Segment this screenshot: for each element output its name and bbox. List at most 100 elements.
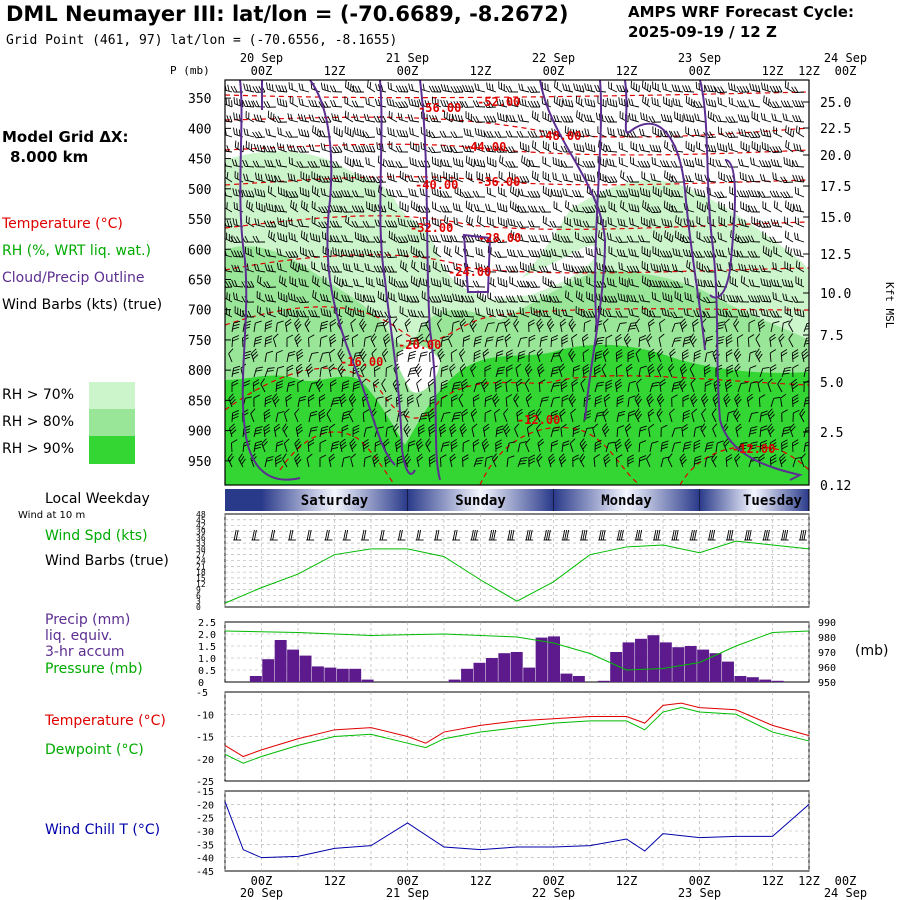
wind-barb xyxy=(363,144,376,153)
wind-barb xyxy=(315,378,324,393)
wind-barb xyxy=(538,205,552,213)
wind-barb xyxy=(604,295,618,303)
bottom-date-tick-label: 21 Sep xyxy=(386,886,429,900)
wind-barb xyxy=(542,215,552,228)
wind-barb xyxy=(492,393,500,408)
wind-barb xyxy=(330,99,343,108)
wind-barb xyxy=(683,308,695,318)
wind-barb xyxy=(517,457,528,468)
wind-barb xyxy=(681,423,689,438)
height-tick-label: 15.0 xyxy=(820,211,851,226)
wind-barb xyxy=(751,111,761,123)
wind-barb xyxy=(387,172,398,183)
surface-barb-flag xyxy=(474,529,478,541)
surface-barb-flag xyxy=(416,529,420,541)
wind-barb xyxy=(308,334,315,348)
bottom-date-tick-label: 23 Sep xyxy=(678,886,721,900)
wind-barb xyxy=(670,281,684,289)
wind-barb xyxy=(300,230,310,243)
wind-barb xyxy=(618,141,629,153)
wind-barb xyxy=(574,231,585,243)
wind-barb xyxy=(649,144,662,153)
wind-barb xyxy=(370,333,377,348)
wind-barb xyxy=(485,203,497,213)
wind-barb xyxy=(461,295,475,303)
wind-barb xyxy=(443,110,453,123)
wind-barb xyxy=(308,99,321,108)
wind-barb xyxy=(628,112,640,123)
wind-barb xyxy=(231,264,244,273)
wind-barb xyxy=(749,83,761,93)
wind-barb xyxy=(724,378,733,393)
wind-barb xyxy=(264,350,274,363)
wind-barb xyxy=(740,141,750,153)
wind-barb xyxy=(696,141,706,153)
wind-barb xyxy=(625,363,633,378)
wind-barb xyxy=(298,278,310,288)
wind-barb xyxy=(770,321,780,333)
wind-barb xyxy=(711,453,718,468)
surface-barb-flag xyxy=(600,529,604,541)
wind-barb xyxy=(524,363,533,378)
surface-barb-flag xyxy=(399,529,403,541)
wind-barb xyxy=(288,156,299,168)
wind-speed-line xyxy=(224,540,810,604)
wind-barb xyxy=(579,438,588,453)
wind-barb xyxy=(326,408,332,423)
wind-barb xyxy=(740,275,750,288)
pressure-tick-label: 650 xyxy=(188,273,211,288)
wind-barb xyxy=(319,439,327,453)
surface-barb-flag xyxy=(308,529,312,541)
wind-barb xyxy=(494,236,508,243)
wind-barb xyxy=(648,116,662,123)
wind-barb xyxy=(444,215,453,228)
wind-barb xyxy=(539,309,552,318)
wind-barb xyxy=(465,200,475,213)
weekday-label: Sunday xyxy=(455,493,506,509)
wind-barb xyxy=(374,321,385,333)
wind-barb xyxy=(791,349,799,363)
wind-barb xyxy=(538,265,552,273)
wind-barb xyxy=(605,334,613,348)
wind-barb xyxy=(780,393,787,408)
wind-barb xyxy=(459,423,467,438)
surface-barb-flag xyxy=(566,529,570,541)
wind-barb xyxy=(266,82,277,93)
wind-barb xyxy=(298,83,310,93)
surface-barb-flag xyxy=(710,529,714,541)
wind-barb xyxy=(440,159,453,168)
wind-barb xyxy=(748,279,761,288)
wind-barb xyxy=(495,350,504,363)
wind-barb xyxy=(425,438,432,453)
wind-barb xyxy=(255,172,266,183)
wind-barb xyxy=(403,408,410,423)
wind-barb xyxy=(344,80,355,93)
wind-barb xyxy=(225,114,233,123)
wind-barb xyxy=(253,263,266,273)
surface-barb-flag xyxy=(379,529,383,541)
pressure-tick-label: 990 xyxy=(818,618,836,629)
isotherm xyxy=(225,215,809,230)
precip-tick-label: 1.0 xyxy=(198,654,216,665)
wind-barb xyxy=(449,423,457,438)
surface-barb-flag xyxy=(637,529,641,541)
precip-bar xyxy=(485,658,498,682)
wind-barb xyxy=(274,454,282,468)
wind-barb xyxy=(388,140,398,153)
cloud-outline xyxy=(699,80,803,481)
wind-barb xyxy=(715,440,724,453)
wind-barb xyxy=(649,441,659,453)
wind-barb xyxy=(518,188,530,198)
wind-barb xyxy=(385,159,398,168)
wind-tick-label: 27 xyxy=(196,551,206,560)
wind-barb xyxy=(690,393,698,408)
pressure-tick-label: 900 xyxy=(188,425,211,440)
cloud-outlines xyxy=(239,80,803,481)
cloud-outline xyxy=(624,80,706,351)
wind-barb xyxy=(559,408,566,423)
wind-barb xyxy=(513,393,520,408)
wind-barb xyxy=(767,423,775,438)
wind-barb xyxy=(470,363,477,378)
wind-barb xyxy=(329,85,343,93)
wind-barb xyxy=(395,101,409,109)
